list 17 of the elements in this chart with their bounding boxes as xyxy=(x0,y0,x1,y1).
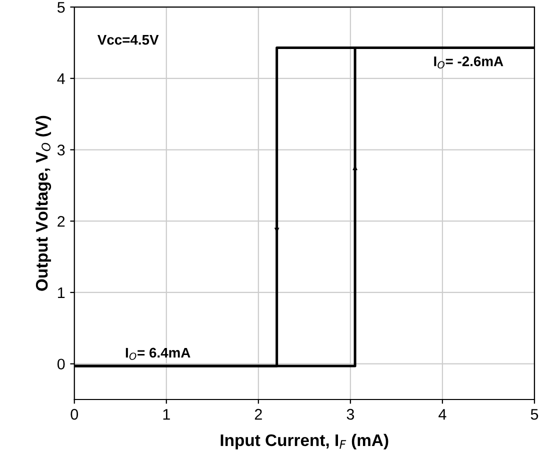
x-tick-label: 0 xyxy=(70,408,78,420)
x-tick-label: 5 xyxy=(530,409,538,420)
y-tick-label: 0 xyxy=(57,358,65,370)
y-tick-label: 4 xyxy=(57,73,65,84)
x-tick-label: 2 xyxy=(254,408,262,420)
annotation: I$_{O}$= -2.6mA xyxy=(434,56,504,69)
x-axis-title: Input Current, I$_{F}$ (mA) xyxy=(220,434,388,450)
y-tick-label: 5 xyxy=(57,2,65,13)
annotation: Vcc=4.5V xyxy=(97,35,159,45)
x-tick-label: 1 xyxy=(163,409,170,420)
y-tick-label: 3 xyxy=(57,144,65,156)
x-tick-label: 4 xyxy=(438,409,446,420)
y-tick-label: 2 xyxy=(58,216,65,227)
annotation: I$_{O}$= 6.4mA xyxy=(126,348,190,360)
y-tick-label: 1 xyxy=(58,287,65,298)
y-axis-title: Output Voltage, V$_{O}$ (V) xyxy=(35,116,52,291)
x-tick-label: 3 xyxy=(346,408,354,420)
